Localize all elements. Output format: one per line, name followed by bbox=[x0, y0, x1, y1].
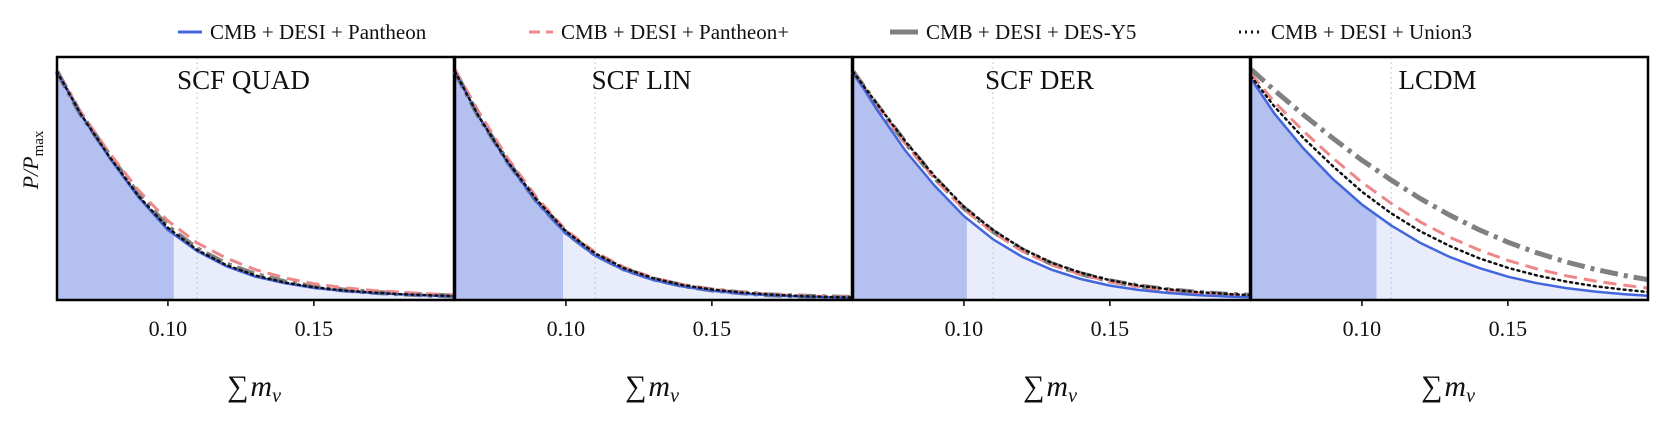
y-axis-label-main: P/P bbox=[18, 156, 43, 190]
series-line-union3 bbox=[55, 70, 456, 298]
credible-region-dark bbox=[455, 71, 564, 300]
legend-item-pantheon: CMB + DESI + Pantheon bbox=[178, 20, 427, 44]
credible-region-dark bbox=[853, 71, 967, 300]
panel-title: LCDM bbox=[1398, 65, 1476, 95]
series-line-pantheon bbox=[851, 71, 1251, 299]
credible-region-dark bbox=[1251, 78, 1377, 301]
legend-label-pantheon_plus: CMB + DESI + Pantheon+ bbox=[561, 20, 789, 44]
x-tick-label: 0.15 bbox=[295, 316, 334, 341]
series-line-des_y5 bbox=[1249, 67, 1649, 283]
x-tick-label: 0.15 bbox=[693, 316, 732, 341]
legend: CMB + DESI + Pantheon CMB + DESI + Panthe… bbox=[178, 20, 1472, 44]
x-tick-label: 0.15 bbox=[1489, 316, 1528, 341]
x-axis-label-sigma: ∑ bbox=[227, 370, 248, 403]
x-axis-label-sigma: ∑ bbox=[625, 370, 646, 403]
panel-1: SCF QUAD 0.10 0.15 ∑mν bbox=[54, 55, 456, 407]
x-axis-label: ∑mν bbox=[227, 370, 281, 407]
series-line-union3 bbox=[851, 70, 1252, 297]
x-axis-label-nu: ν bbox=[1466, 385, 1475, 407]
x-tick-label: 0.10 bbox=[945, 316, 984, 341]
x-axis-label-m: m bbox=[1046, 370, 1068, 403]
legend-label-pantheon: CMB + DESI + Pantheon bbox=[210, 20, 427, 44]
x-tick-label: 0.10 bbox=[1343, 316, 1382, 341]
credible-region-dark bbox=[57, 71, 174, 300]
legend-item-pantheon_plus: CMB + DESI + Pantheon+ bbox=[529, 20, 789, 44]
series-line-pantheon_plus bbox=[55, 70, 455, 297]
x-axis-label-nu: ν bbox=[272, 385, 281, 407]
legend-item-union3: CMB + DESI + Union3 bbox=[1239, 20, 1472, 44]
x-axis-label-sigma: ∑ bbox=[1023, 370, 1044, 403]
x-axis-label: ∑mν bbox=[1023, 370, 1077, 407]
x-axis-label: ∑mν bbox=[625, 370, 679, 407]
x-axis-label: ∑mν bbox=[1421, 370, 1475, 407]
series-line-union3 bbox=[453, 70, 854, 299]
x-tick-label: 0.10 bbox=[547, 316, 586, 341]
x-axis-label-nu: ν bbox=[1068, 385, 1077, 407]
x-axis-label-m: m bbox=[648, 370, 670, 403]
x-tick-label: 0.15 bbox=[1091, 316, 1130, 341]
series-line-union3 bbox=[1249, 75, 1650, 294]
svg-text:P/Pmax: P/Pmax bbox=[18, 130, 47, 190]
panel-title: SCF DER bbox=[985, 65, 1094, 95]
panel-frame bbox=[1249, 55, 1650, 302]
x-axis-label-m: m bbox=[1444, 370, 1466, 403]
panel-4: LCDM 0.10 0.15 ∑mν bbox=[1249, 55, 1650, 407]
y-axis-label-sub: max bbox=[31, 130, 47, 156]
legend-label-des_y5: CMB + DESI + DES-Y5 bbox=[926, 20, 1136, 44]
x-axis-label-sigma: ∑ bbox=[1421, 370, 1442, 403]
series-line-pantheon bbox=[1249, 78, 1649, 298]
series-line-pantheon_plus bbox=[1249, 73, 1649, 290]
panel-3: SCF DER 0.10 0.15 ∑mν bbox=[850, 55, 1252, 407]
panel-2: SCF LIN 0.10 0.15 ∑mν bbox=[452, 55, 854, 407]
x-axis-label-nu: ν bbox=[670, 385, 679, 407]
x-tick-label: 0.10 bbox=[149, 316, 188, 341]
panel-title: SCF LIN bbox=[592, 65, 692, 95]
y-axis-label: P/Pmax bbox=[18, 130, 47, 190]
legend-item-des_y5: CMB + DESI + DES-Y5 bbox=[890, 20, 1136, 44]
series-line-pantheon bbox=[55, 71, 455, 298]
legend-label-union3: CMB + DESI + Union3 bbox=[1271, 20, 1472, 44]
x-axis-label-m: m bbox=[250, 370, 272, 403]
panel-title: SCF QUAD bbox=[177, 65, 310, 95]
